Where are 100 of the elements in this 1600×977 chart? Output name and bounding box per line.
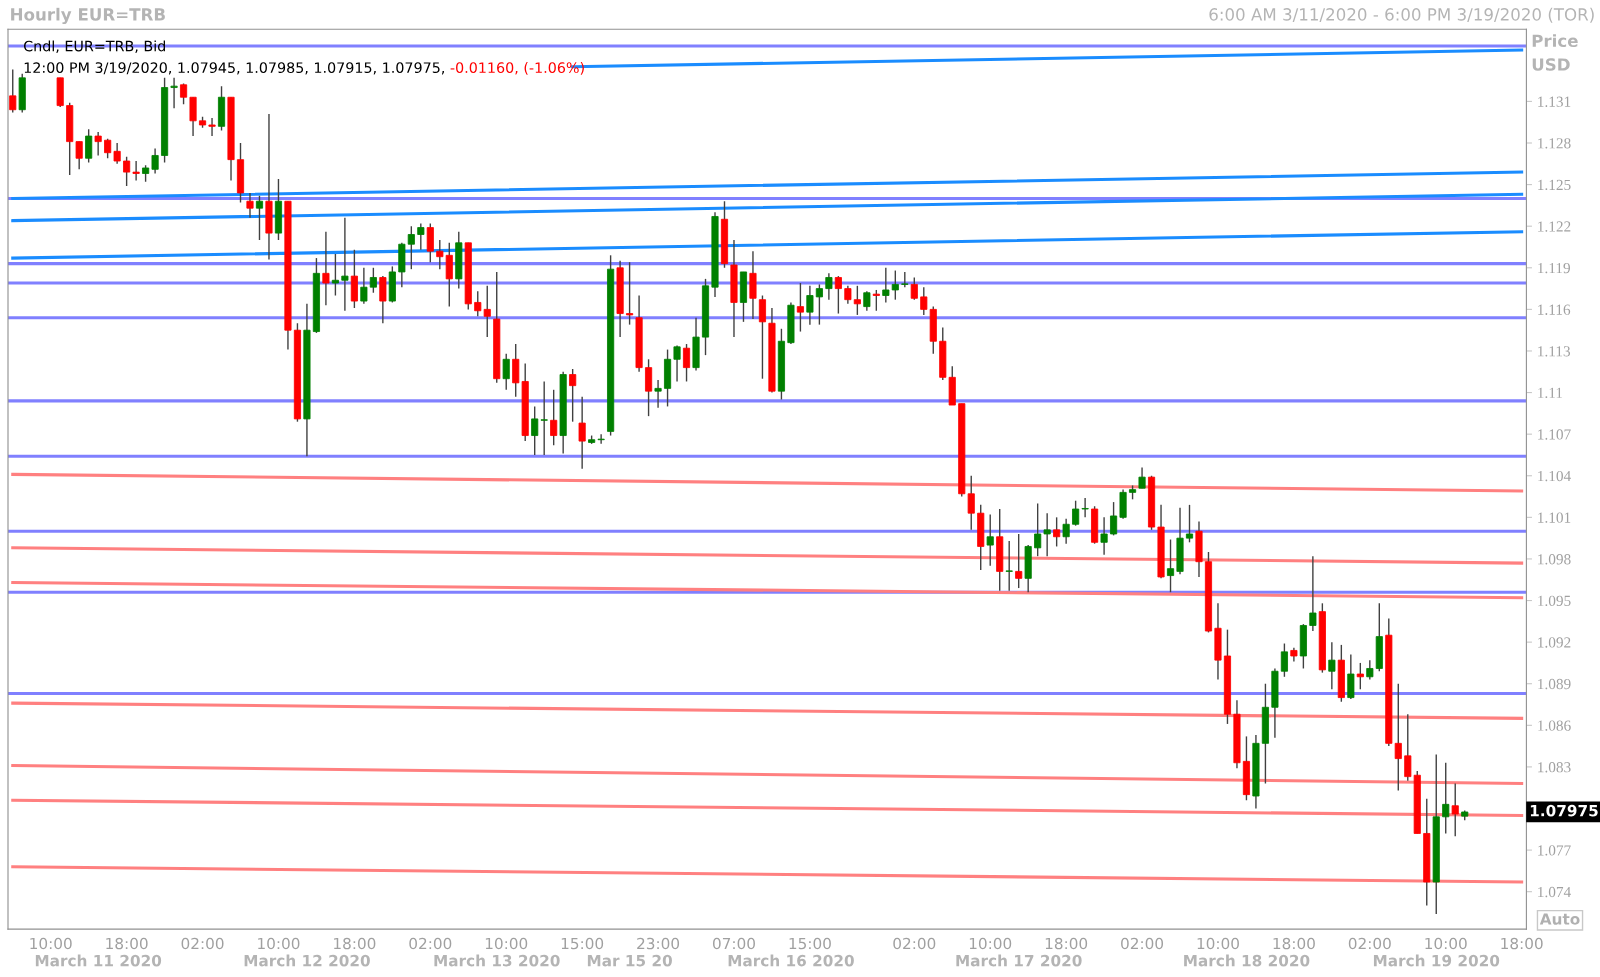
candlestick [834,275,842,315]
candlestick [863,290,871,312]
x-tick-label: 18:00 [334,937,376,950]
candlestick [654,379,662,409]
candlestick [1280,642,1288,678]
candlestick [1110,501,1118,537]
candlestick [512,343,520,398]
annotation: -0.01160, (-1.06%) [450,62,584,75]
candlestick [502,353,510,391]
annotation: Cndl, EUR=TRB, Bid [23,40,165,53]
candlestick [369,267,377,294]
candlestick [379,275,387,324]
candlestick [360,267,368,305]
x-tick-label: 10:00 [258,937,300,950]
candlestick [75,140,83,171]
candlestick [170,77,178,110]
y-tick-label: 1.092 [1538,637,1571,648]
candlestick [1138,466,1146,489]
candlestick [9,68,17,114]
y-tick-label: 1.128 [1538,138,1571,149]
candlestick [872,289,880,312]
candlestick [1005,540,1013,592]
candlestick [85,128,93,164]
y-tick-label: 1.11 [1538,387,1563,399]
candlestick [1185,504,1194,543]
candlestick [645,358,653,417]
x-tick-label: 15:00 [561,937,604,950]
x-tick-label: 15:00 [789,937,831,950]
y-tick-label: 1.116 [1538,304,1571,315]
candlestick [1347,653,1355,700]
candlestick [123,156,131,187]
x-tick-label: 10:00 [1425,937,1467,950]
x-tick-label: 10:00 [1197,937,1239,950]
candlestick [1043,512,1051,557]
y-tick-label: 1.119 [1538,262,1570,274]
x-tick-label: 18:00 [1501,937,1543,950]
candlestick [436,239,444,270]
x-tick-label: March 17 2020 [956,954,1082,967]
x-tick-label: 18:00 [1045,937,1088,950]
candlestick [815,283,823,326]
candlestick [208,117,216,137]
candlestick [673,344,681,383]
x-tick-label: 10:00 [969,937,1012,950]
x-tick-label: 23:00 [637,937,680,950]
candlestick [550,389,558,446]
candlestick [132,160,140,182]
candlestick [1442,762,1450,835]
chart-title: Hourly EUR=TRB [11,7,165,25]
chart-subtitle: 6:00 AM 3/11/2020 - 6:00 PM 3/19/2020 (TOR) [1209,7,1594,23]
x-tick-label: 02:00 [1348,937,1391,950]
candlestick [322,231,330,306]
candlestick [331,253,339,297]
candlestick [1394,683,1402,792]
candlestick [180,82,188,105]
y-tick-label: 1.098 [1538,554,1571,565]
candlestick [113,142,121,165]
candlestick [597,433,605,445]
y-tick-label: 1.125 [1538,179,1571,191]
candlestick [1309,555,1317,632]
candlestick [569,368,577,423]
x-tick-label: 18:00 [106,937,148,950]
y-tick-label: 1.113 [1538,346,1571,357]
candlestick [825,272,833,301]
candlestick [853,285,861,316]
candlestick [189,96,197,137]
x-tick-label: March 16 2020 [728,954,854,967]
candlestick [407,225,415,270]
x-tick-label: March 13 2020 [434,954,560,967]
candlestick [151,147,159,175]
candlestick [1015,533,1023,589]
text: Auto [1539,913,1580,925]
candlestick [246,192,254,219]
candlestick [910,276,918,301]
candlestick [844,285,852,305]
x-tick-label: March 11 2020 [35,954,162,967]
candlestick [540,380,548,456]
x-tick-label: 10:00 [485,937,528,950]
y-tick-label: 1.089 [1538,678,1571,690]
y-tick-label: 1.095 [1538,595,1571,607]
x-tick-label: March 19 2020 [1373,954,1500,967]
candlestick [758,294,767,380]
y-tick-label: 1.086 [1538,720,1571,731]
candlestick [882,267,890,304]
x-tick-label: Mar 15 20 [587,954,672,967]
x-tick-label: March 18 2020 [1184,954,1310,967]
x-tick-label: 02:00 [181,937,224,950]
x-tick-label: 02:00 [893,937,936,950]
x-tick-label: March 12 2020 [244,954,370,967]
candlestick [796,282,804,333]
candlestick [1034,502,1042,557]
candlestick [445,242,453,308]
candlestick [426,222,434,263]
candlestick [255,194,264,241]
candlestick [1072,500,1080,527]
text: 1.07975 [1530,804,1598,817]
candlestick [1081,497,1089,519]
candlestick [104,138,112,159]
candlestick [94,131,102,157]
candlestick [1356,662,1364,690]
y-tick-label: 1.122 [1538,221,1571,232]
